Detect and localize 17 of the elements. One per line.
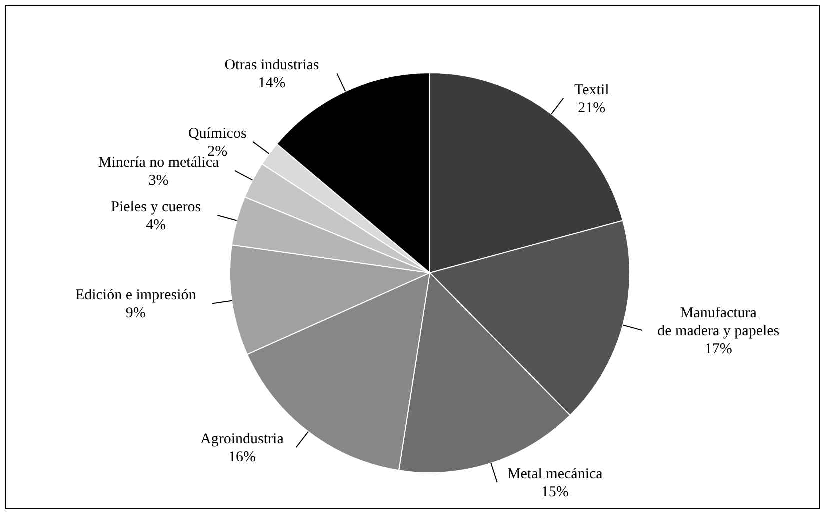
data-label: 16% [228, 450, 256, 466]
slice-label: Metal mecánica [507, 466, 604, 482]
slice-label: Pieles y cueros [111, 200, 202, 216]
data-label: 4% [146, 218, 166, 234]
slice-label: Manufactura de madera y papeles [658, 305, 780, 340]
data-label: 14% [258, 76, 286, 92]
slice-label: Químicos [188, 126, 247, 142]
slice-label: Agroindustria [200, 432, 284, 448]
data-label: 17% [704, 341, 732, 358]
data-label: 15% [541, 484, 569, 500]
data-label: 9% [126, 306, 146, 322]
data-label: 3% [148, 172, 169, 189]
slice-label: Edición e impresión [75, 288, 197, 304]
data-label: 21% [578, 100, 606, 116]
data-label: 2% [208, 144, 228, 160]
slice-label: Textil [574, 82, 610, 98]
slice-label: Otras industrias [224, 58, 320, 74]
